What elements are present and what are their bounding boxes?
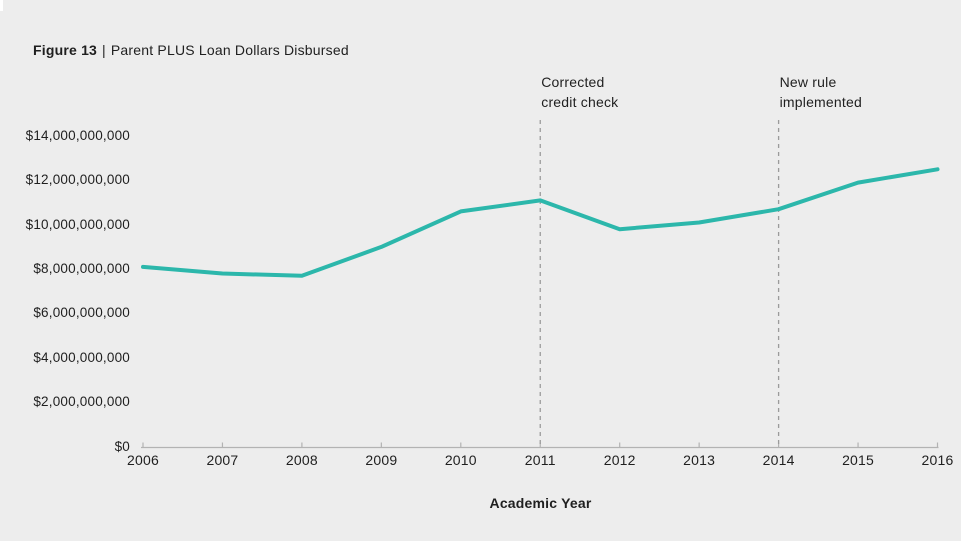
y-tick-label: $6,000,000,000 <box>33 305 130 321</box>
x-tick-label: 2013 <box>683 452 716 468</box>
figure-caption: Parent PLUS Loan Dollars Disbursed <box>110 42 349 58</box>
annotation-line: implemented <box>779 94 862 110</box>
annotation-label: Corrected credit check <box>541 72 618 112</box>
title-separator: | <box>102 42 106 58</box>
x-tick-label: 2007 <box>206 452 239 468</box>
y-tick-label: $14,000,000,000 <box>25 128 130 144</box>
data-series-line <box>141 167 940 278</box>
corner-notch <box>0 0 3 11</box>
x-tick-label: 2009 <box>365 452 398 468</box>
annotation-line: Corrected <box>541 74 605 90</box>
x-tick-label: 2010 <box>444 452 477 468</box>
y-tick-label: $8,000,000,000 <box>33 261 130 277</box>
x-tick-label: 2006 <box>127 452 159 468</box>
annotation-line: New rule <box>779 74 837 90</box>
x-axis-title: Academic Year <box>489 495 592 511</box>
y-tick-label: $10,000,000,000 <box>25 216 130 232</box>
y-tick-label: $2,000,000,000 <box>33 394 130 410</box>
x-tick-label: 2008 <box>285 452 318 468</box>
annotation-line: credit check <box>541 94 619 110</box>
x-tick-label: 2012 <box>603 452 636 468</box>
annotation-label: New rule implemented <box>780 72 862 112</box>
figure-title: Figure 13 | Parent PLUS Loan Dollars Disbu… <box>33 42 349 58</box>
figure-number: Figure 13 <box>33 42 98 58</box>
y-tick-label: $12,000,000,000 <box>25 172 130 188</box>
x-tick-label: 2016 <box>921 452 954 468</box>
y-tick-label: $0 <box>114 438 130 454</box>
y-tick-label: $4,000,000,000 <box>33 349 130 365</box>
x-tick-label: 2015 <box>842 452 875 468</box>
x-tick-label: 2014 <box>762 452 795 468</box>
x-tick-label: 2011 <box>524 452 556 468</box>
